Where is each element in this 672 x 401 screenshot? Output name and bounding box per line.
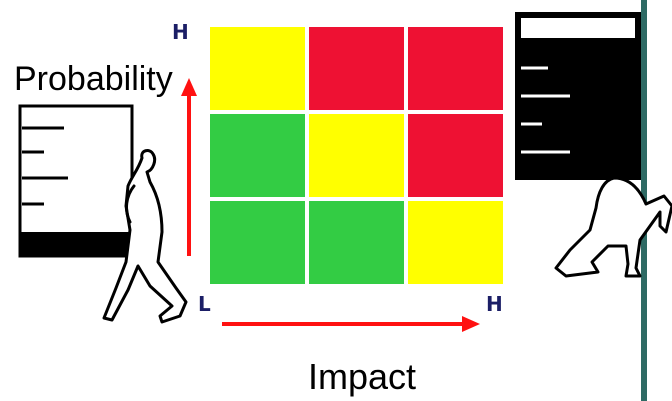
y-axis-high-label: H — [172, 20, 189, 44]
risk-cell-green — [210, 114, 305, 197]
origin-low-label: L — [198, 292, 211, 316]
x-axis-label: Impact — [308, 356, 417, 397]
crouching-person-figure — [554, 176, 672, 278]
risk-cell-red — [408, 27, 503, 110]
risk-cell-red — [309, 27, 404, 110]
x-axis-high-label: H — [486, 292, 503, 316]
risk-cell-yellow — [408, 201, 503, 284]
risk-cell-red — [408, 114, 503, 197]
y-axis-label: Probability — [14, 60, 173, 98]
risk-cell-green — [210, 201, 305, 284]
risk-cell-yellow — [210, 27, 305, 110]
risk-cell-yellow — [309, 114, 404, 197]
probability-arrow — [181, 78, 197, 256]
left-panel — [18, 104, 134, 258]
risk-cell-green — [309, 201, 404, 284]
impact-arrow — [222, 316, 480, 332]
right-panel — [515, 12, 641, 180]
walking-person-figure — [102, 149, 188, 324]
